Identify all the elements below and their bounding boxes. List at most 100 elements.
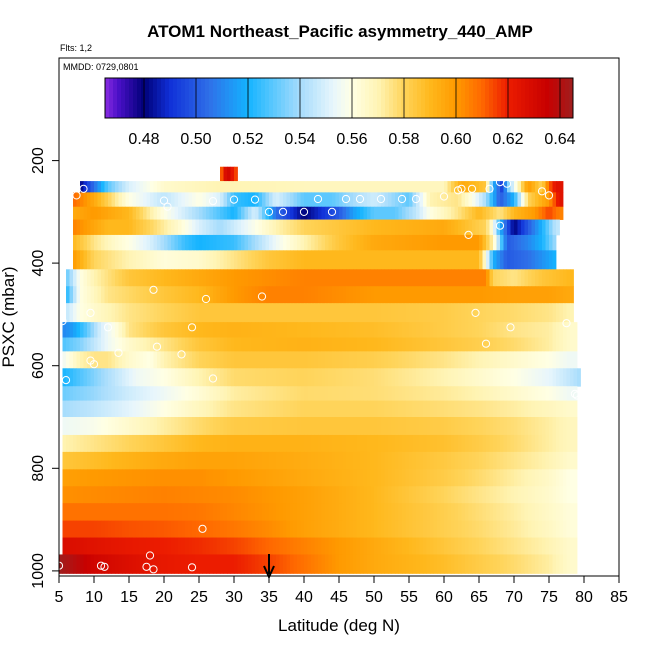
heatmap-cell — [388, 250, 392, 270]
heatmap-cell — [237, 351, 242, 369]
heatmap-cell — [451, 322, 455, 338]
heatmap-cell — [73, 269, 77, 287]
heatmap-cell — [132, 417, 137, 436]
sample-point — [485, 184, 494, 193]
heatmap-cell — [178, 486, 182, 504]
heatmap-cell — [146, 337, 151, 352]
heatmap-cell — [538, 400, 543, 418]
heatmap-cell — [87, 206, 91, 220]
heatmap-cell — [482, 269, 487, 287]
heatmap-cell — [325, 337, 329, 352]
heatmap-cell — [339, 520, 343, 538]
heatmap-cell — [62, 537, 67, 555]
heatmap-cell — [395, 303, 399, 323]
heatmap-cell — [94, 322, 98, 338]
heatmap-cell — [104, 206, 109, 220]
heatmap-cell — [143, 554, 147, 574]
heatmap-cell — [87, 322, 91, 338]
heatmap-cell — [398, 554, 403, 574]
colorbar-swatch — [465, 78, 470, 118]
heatmap-cell — [265, 503, 270, 522]
heatmap-cell — [97, 400, 102, 418]
heatmap-cell — [384, 400, 389, 418]
heatmap-cell — [223, 286, 228, 304]
heatmap-cell — [290, 386, 294, 401]
heatmap-cell — [423, 192, 427, 208]
heatmap-cell — [517, 219, 522, 236]
heatmap-cell — [164, 322, 168, 338]
heatmap-cell — [258, 503, 263, 522]
heatmap-cell — [265, 400, 270, 418]
heatmap-cell — [125, 250, 130, 270]
heatmap-cell — [496, 486, 501, 504]
heatmap-cell — [332, 554, 336, 574]
heatmap-cell — [482, 303, 487, 323]
heatmap-cell — [552, 417, 557, 436]
heatmap-cell — [300, 351, 305, 369]
heatmap-cell — [559, 286, 564, 304]
heatmap-cell — [160, 368, 165, 387]
heatmap-cell — [167, 181, 172, 193]
heatmap-cell — [248, 234, 252, 251]
heatmap-cell — [283, 234, 287, 251]
heatmap-cell — [314, 181, 319, 193]
heatmap-cell — [181, 520, 186, 538]
heatmap-cell — [440, 434, 445, 453]
heatmap-cell — [545, 503, 550, 522]
heatmap-cell — [549, 400, 553, 418]
heatmap-cell — [293, 250, 298, 270]
colorbar-swatch — [393, 78, 398, 118]
heatmap-cell — [118, 337, 123, 352]
heatmap-cell — [545, 537, 550, 555]
heatmap-cell — [528, 386, 532, 401]
heatmap-cell — [426, 434, 431, 453]
heatmap-cell — [255, 520, 259, 538]
heatmap-cell — [66, 386, 70, 401]
heatmap-cell — [136, 434, 140, 453]
colorbar-swatch — [481, 78, 486, 118]
heatmap-cell — [517, 250, 522, 270]
heatmap-cell — [262, 181, 266, 193]
heatmap-cell — [234, 520, 238, 538]
heatmap-cell — [433, 269, 438, 287]
heatmap-cell — [206, 286, 210, 304]
heatmap-cell — [111, 206, 116, 220]
heatmap-cell — [304, 503, 308, 522]
heatmap-cell — [111, 234, 116, 251]
sample-point — [471, 308, 480, 317]
heatmap-cell — [129, 351, 133, 369]
heatmap-cell — [206, 351, 210, 369]
heatmap-cell — [104, 434, 109, 453]
heatmap-cell — [286, 503, 291, 522]
heatmap-cell — [87, 337, 91, 352]
heatmap-cell — [402, 400, 406, 418]
heatmap-cell — [377, 469, 382, 487]
heatmap-cell — [381, 206, 385, 220]
heatmap-cell — [377, 269, 382, 287]
heatmap-cell — [321, 303, 326, 323]
heatmap-cell — [500, 269, 504, 287]
heatmap-cell — [486, 486, 490, 504]
heatmap-cell — [286, 417, 291, 436]
heatmap-cell — [115, 286, 119, 304]
heatmap-cell — [573, 469, 578, 487]
heatmap-cell — [199, 368, 203, 387]
colorbar-tick-label: 0.56 — [336, 131, 367, 148]
heatmap-cell — [349, 219, 354, 236]
heatmap-cell — [223, 250, 228, 270]
heatmap-cell — [423, 400, 427, 418]
heatmap-cell — [451, 386, 455, 401]
heatmap-cell — [276, 486, 280, 504]
heatmap-cell — [181, 537, 186, 555]
heatmap-cell — [465, 351, 469, 369]
heatmap-cell — [87, 269, 91, 287]
heatmap-cell — [475, 520, 480, 538]
heatmap-cell — [125, 503, 130, 522]
heatmap-cell — [157, 451, 161, 470]
heatmap-cell — [73, 520, 77, 538]
heatmap-cell — [153, 417, 158, 436]
heatmap-cell — [517, 400, 522, 418]
heatmap-cell — [370, 417, 375, 436]
colorbar-swatch — [129, 78, 134, 118]
heatmap-cell — [419, 303, 424, 323]
